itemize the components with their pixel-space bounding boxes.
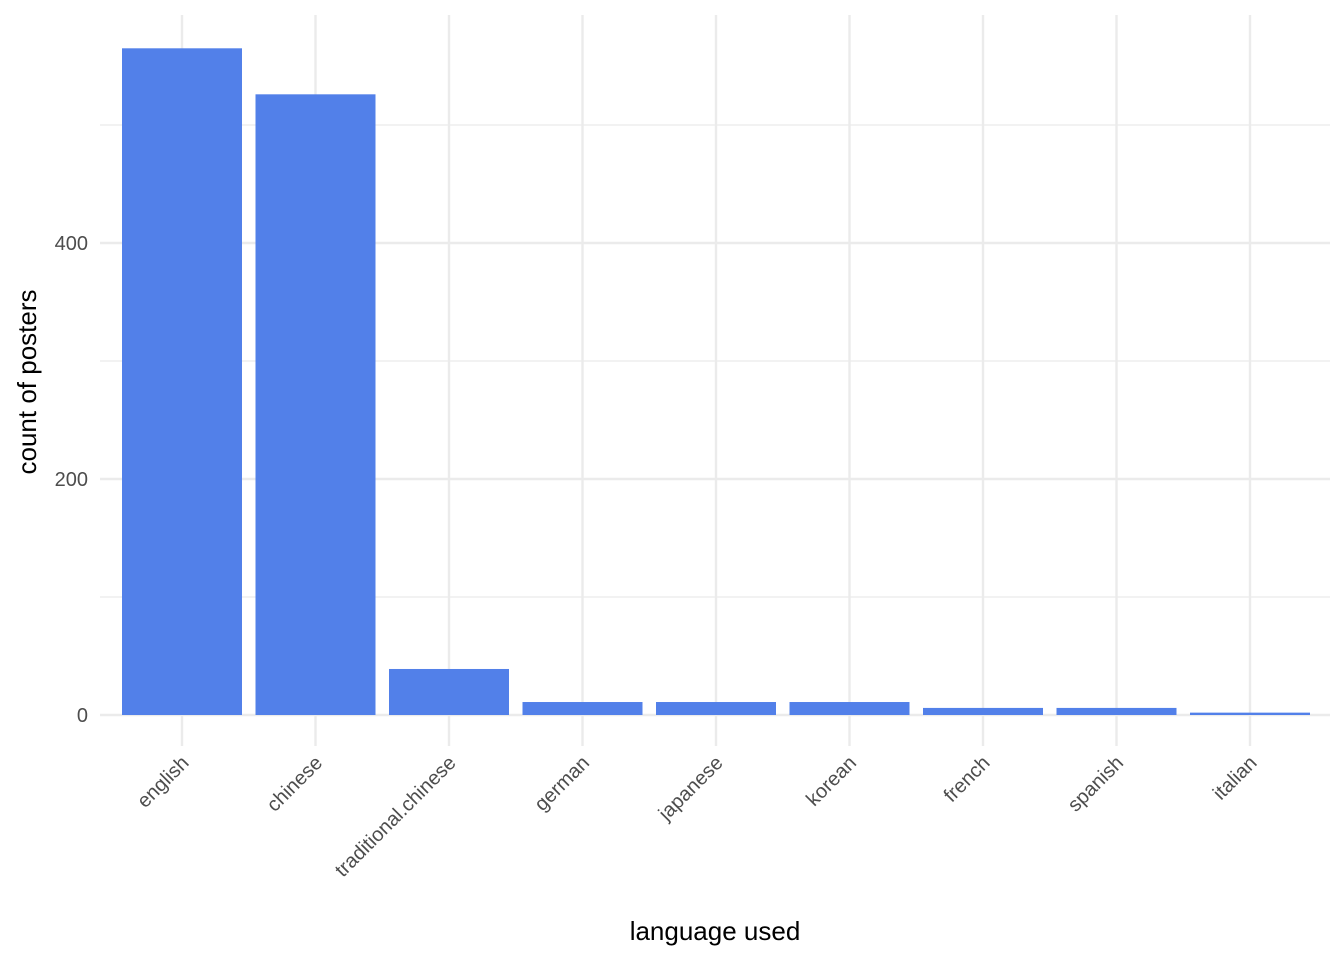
bar-english: [122, 48, 242, 716]
bar-traditional-chinese: [389, 668, 509, 715]
bar-chinese: [255, 94, 376, 715]
x-tick-label: french: [940, 752, 995, 807]
bar-italian: [1190, 712, 1310, 715]
x-tick-label: japanese: [654, 752, 728, 826]
x-tick-label: traditional.chinese: [331, 752, 461, 882]
bar-layer: [122, 48, 1310, 716]
bar-spanish: [1056, 707, 1177, 715]
x-tick-label: german: [531, 752, 595, 816]
bar-french: [923, 707, 1043, 715]
x-tick-label: english: [133, 752, 193, 812]
y-axis-ticks: 0 200 400: [55, 233, 88, 727]
x-tick-label: chinese: [263, 752, 327, 816]
y-tick-label: 400: [55, 233, 88, 255]
x-tick-label: italian: [1209, 752, 1262, 805]
bar-japanese: [656, 702, 776, 715]
x-tick-label: korean: [802, 752, 861, 811]
bar-german: [522, 702, 643, 715]
y-tick-label: 0: [77, 705, 88, 727]
x-tick-label: spanish: [1064, 752, 1128, 816]
x-axis-ticks: english chinese traditional.chinese german j…: [133, 752, 1261, 882]
bar-korean: [789, 702, 910, 715]
y-tick-label: 200: [55, 469, 88, 491]
y-axis-title: count of posters: [12, 290, 42, 475]
x-axis-title: language used: [630, 916, 801, 946]
